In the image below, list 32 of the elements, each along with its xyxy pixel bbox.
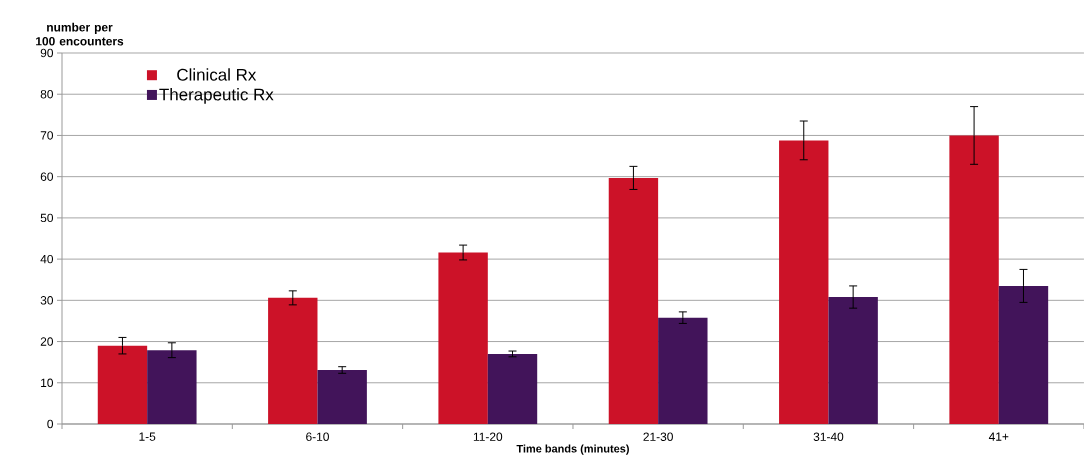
y-tick-label: 80 bbox=[40, 90, 54, 99]
x-tick-label: 11-20 bbox=[473, 432, 503, 441]
bar bbox=[97, 345, 148, 424]
y-tick-label: 50 bbox=[40, 213, 54, 223]
y-tick-label: 10 bbox=[41, 378, 54, 387]
x-tick-label: 6-10 bbox=[306, 432, 329, 441]
x-axis-title: Time bands (minutes) bbox=[516, 444, 629, 455]
y-tick-label: 90 bbox=[40, 48, 54, 58]
bar bbox=[658, 317, 708, 424]
x-tick-label: 21-30 bbox=[643, 432, 673, 441]
bar bbox=[949, 135, 999, 424]
bar bbox=[147, 350, 197, 424]
bar bbox=[608, 177, 659, 424]
y-tick-label: 0 bbox=[47, 419, 54, 429]
y-tick-label: 60 bbox=[40, 172, 54, 181]
bar bbox=[779, 140, 829, 424]
y-tick-label: 70 bbox=[40, 131, 54, 140]
bar bbox=[487, 353, 538, 424]
y-tick-label: 30 bbox=[40, 296, 54, 305]
legend-label: Therapeutic Rx bbox=[159, 88, 274, 104]
y-tick-label: 40 bbox=[40, 254, 54, 264]
bar bbox=[317, 370, 367, 424]
bar bbox=[438, 252, 488, 424]
y-axis-title: number per 100 encounters bbox=[36, 22, 124, 46]
x-tick-label: 41+ bbox=[988, 432, 1009, 441]
bar bbox=[828, 297, 878, 424]
x-tick-label: 31-40 bbox=[813, 432, 844, 441]
y-tick-label: 20 bbox=[40, 337, 54, 346]
legend-label: Clinical Rx bbox=[177, 68, 257, 81]
bar bbox=[268, 297, 318, 424]
bar bbox=[998, 285, 1049, 424]
x-tick-label: 1-5 bbox=[139, 432, 156, 441]
